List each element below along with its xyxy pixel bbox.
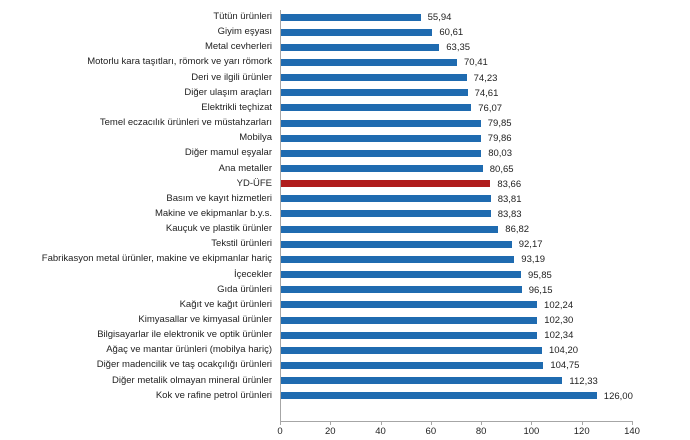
value-label: 83,81 [497,193,522,205]
value-label: 60,61 [439,27,464,39]
x-tick-mark [531,421,533,425]
category-label: YD-ÜFE [236,177,272,189]
category-label: Temel eczacılık ürünleri ve müstahzarlar… [99,117,272,129]
x-tick-mark [280,421,281,425]
bar [280,58,458,66]
x-tick-label: 20 [324,426,336,437]
x-tick-label: 80 [475,426,487,437]
bar [280,43,440,51]
category-label: Fabrikasyon metal ürünler, makine ve eki… [41,253,272,265]
value-label: 102,24 [544,299,574,311]
category-labels: Tütün ürünleri Giyim eşyası Metal cevherle… [0,0,272,440]
x-tick-label: 120 [573,426,590,437]
value-label: 104,20 [548,345,579,357]
x-tick-mark [380,421,382,425]
value-label: 112,33 [569,375,598,387]
bar [280,13,421,21]
category-label: Diğer mamul eşyalar [184,147,272,159]
bar [280,149,482,157]
bar [280,316,538,324]
value-label: 83,83 [497,208,522,220]
category-label: Diğer metalik olmayan mineral ürünler [112,374,272,386]
value-label: 126,00 [603,390,633,402]
bar [280,195,491,203]
category-label: Tekstil ürünleri [211,238,272,250]
x-tick-mark [330,421,332,425]
value-label: 79,86 [487,133,512,145]
x-tick-label: 40 [375,426,386,437]
highlight-bar [280,180,491,188]
category-label: Bilgisayarlar ile elektronik ve optik ür… [97,329,272,341]
x-tick-mark [632,421,633,425]
value-label: 74,23 [473,72,498,84]
bar [280,286,522,294]
category-label: Basım ve kayıt hizmetleri [166,192,272,204]
value-label: 79,85 [487,118,512,130]
value-label: 104,75 [550,360,580,372]
x-tick-mark [581,421,583,425]
value-label: 55,94 [427,12,452,23]
y-axis-line [280,10,281,422]
category-label: Tütün ürünleri [213,11,272,22]
value-label: 80,65 [489,163,514,175]
category-label: Diğer madencilik ve taş ocakçılığı ürünl… [96,359,272,371]
bar [280,165,483,172]
bar [280,28,433,36]
category-label: İçecekler [233,268,272,280]
category-label: Kauçuk ve plastik ürünler [165,223,272,235]
bar [280,74,467,82]
bar [280,255,515,263]
category-label: Kağıt ve kağıt ürünleri [179,298,272,310]
category-label: Elektrikli teçhizat [201,101,272,113]
bar [280,271,521,279]
x-tick-label: 100 [523,426,540,437]
category-label: Motorlu kara taşıtları, römork ve yarı r… [87,56,272,68]
value-label: 95,85 [527,269,552,281]
x-tick-label: 60 [425,426,437,437]
category-label: Diğer ulaşım araçları [184,86,272,98]
bar [280,210,491,218]
bar [280,119,481,127]
value-label: 102,34 [544,330,574,342]
category-label: Kimyasallar ve kimyasal ürünler [138,314,272,325]
value-label: 70,41 [464,57,488,69]
bar [280,392,597,400]
x-tick-label: 0 [277,426,283,437]
category-label: Ağaç ve mantar ürünleri (mobilya hariç) [106,344,272,356]
x-tick-mark [430,421,432,425]
bar [280,89,468,97]
x-axis-line [280,421,633,422]
bar [280,104,472,112]
category-label: Gıda ürünleri [217,283,272,295]
bar [280,346,542,354]
value-label: 63,35 [446,42,471,54]
bar [280,361,544,369]
bar [280,225,499,233]
value-label: 102,30 [544,315,574,326]
bar [280,377,563,385]
bar [280,134,481,142]
value-label: 80,03 [488,148,512,160]
category-label: Kok ve rafine petrol ürünleri [155,389,272,401]
bar [280,301,538,309]
category-label: Giyim eşyası [217,26,272,38]
value-label: 83,66 [497,178,522,190]
x-tick-label: 140 [624,426,640,437]
category-label: Makine ve ekipmanlar b.y.s. [154,207,272,219]
category-label: Ana metaller [218,162,272,174]
value-label: 96,15 [528,284,553,296]
value-label: 86,82 [505,224,530,236]
value-label: 74,61 [474,87,499,99]
category-label: Mobilya [239,132,272,144]
value-label: 92,17 [518,239,543,251]
bar [280,331,538,339]
category-label: Deri ve ilgili ürünler [191,71,272,83]
category-label: Metal cevherleri [204,41,272,53]
value-label: 93,19 [521,254,546,266]
bar [280,240,512,248]
x-tick-mark [481,421,483,425]
value-label: 76,07 [478,102,503,114]
